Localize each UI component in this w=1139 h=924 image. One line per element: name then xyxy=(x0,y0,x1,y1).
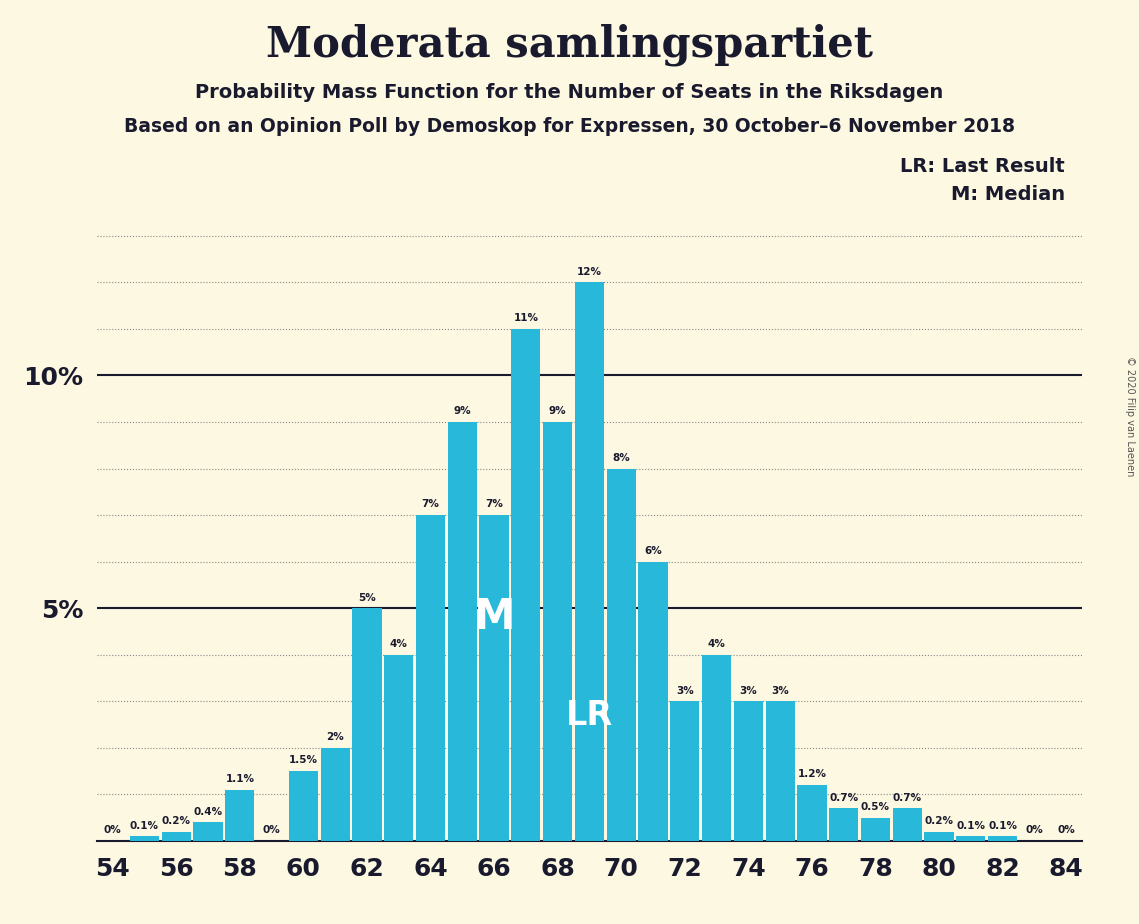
Text: 1.5%: 1.5% xyxy=(289,756,318,765)
Bar xyxy=(543,422,572,841)
Bar xyxy=(861,818,890,841)
Text: 0%: 0% xyxy=(1057,825,1075,835)
Text: M: Median: M: Median xyxy=(951,185,1065,204)
Bar xyxy=(130,836,159,841)
Text: 0.1%: 0.1% xyxy=(957,821,985,831)
Text: 0.7%: 0.7% xyxy=(829,793,859,803)
Bar xyxy=(226,790,254,841)
Bar xyxy=(320,748,350,841)
Text: Probability Mass Function for the Number of Seats in the Riksdagen: Probability Mass Function for the Number… xyxy=(196,83,943,103)
Bar xyxy=(988,836,1017,841)
Text: 9%: 9% xyxy=(549,407,566,417)
Bar xyxy=(797,785,827,841)
Bar xyxy=(289,771,318,841)
Text: M: M xyxy=(474,596,515,638)
Text: 3%: 3% xyxy=(771,686,789,696)
Bar xyxy=(957,836,985,841)
Text: LR: LR xyxy=(566,699,613,732)
Bar xyxy=(734,701,763,841)
Bar xyxy=(702,655,731,841)
Text: 7%: 7% xyxy=(485,500,503,509)
Bar xyxy=(575,283,604,841)
Bar xyxy=(670,701,699,841)
Text: LR: Last Result: LR: Last Result xyxy=(900,157,1065,176)
Bar xyxy=(480,515,509,841)
Text: 0.2%: 0.2% xyxy=(162,816,190,826)
Bar xyxy=(194,822,222,841)
Bar xyxy=(765,701,795,841)
Text: 12%: 12% xyxy=(577,267,601,277)
Bar xyxy=(829,808,859,841)
Bar xyxy=(893,808,921,841)
Text: 0.5%: 0.5% xyxy=(861,802,890,812)
Text: Moderata samlingspartiet: Moderata samlingspartiet xyxy=(267,23,872,66)
Text: 1.2%: 1.2% xyxy=(797,770,827,780)
Bar xyxy=(925,832,953,841)
Text: Based on an Opinion Poll by Demoskop for Expressen, 30 October–6 November 2018: Based on an Opinion Poll by Demoskop for… xyxy=(124,117,1015,137)
Bar xyxy=(162,832,191,841)
Bar xyxy=(384,655,413,841)
Text: 0.1%: 0.1% xyxy=(989,821,1017,831)
Text: 0%: 0% xyxy=(104,825,122,835)
Text: 2%: 2% xyxy=(326,732,344,742)
Text: © 2020 Filip van Laenen: © 2020 Filip van Laenen xyxy=(1125,356,1134,476)
Bar xyxy=(607,468,636,841)
Text: 9%: 9% xyxy=(453,407,472,417)
Bar xyxy=(448,422,477,841)
Text: 3%: 3% xyxy=(675,686,694,696)
Text: 11%: 11% xyxy=(514,313,539,323)
Text: 8%: 8% xyxy=(613,453,630,463)
Text: 5%: 5% xyxy=(358,592,376,602)
Text: 1.1%: 1.1% xyxy=(226,774,254,784)
Text: 4%: 4% xyxy=(390,639,408,649)
Text: 4%: 4% xyxy=(707,639,726,649)
Text: 0.1%: 0.1% xyxy=(130,821,159,831)
Bar xyxy=(638,562,667,841)
Text: 3%: 3% xyxy=(739,686,757,696)
Text: 7%: 7% xyxy=(421,500,440,509)
Bar xyxy=(416,515,445,841)
Text: 6%: 6% xyxy=(645,546,662,556)
Text: 0.7%: 0.7% xyxy=(893,793,921,803)
Text: 0.2%: 0.2% xyxy=(925,816,953,826)
Bar xyxy=(511,329,541,841)
Text: 0%: 0% xyxy=(263,825,280,835)
Text: 0%: 0% xyxy=(1025,825,1043,835)
Text: 0.4%: 0.4% xyxy=(194,807,222,817)
Bar xyxy=(352,608,382,841)
